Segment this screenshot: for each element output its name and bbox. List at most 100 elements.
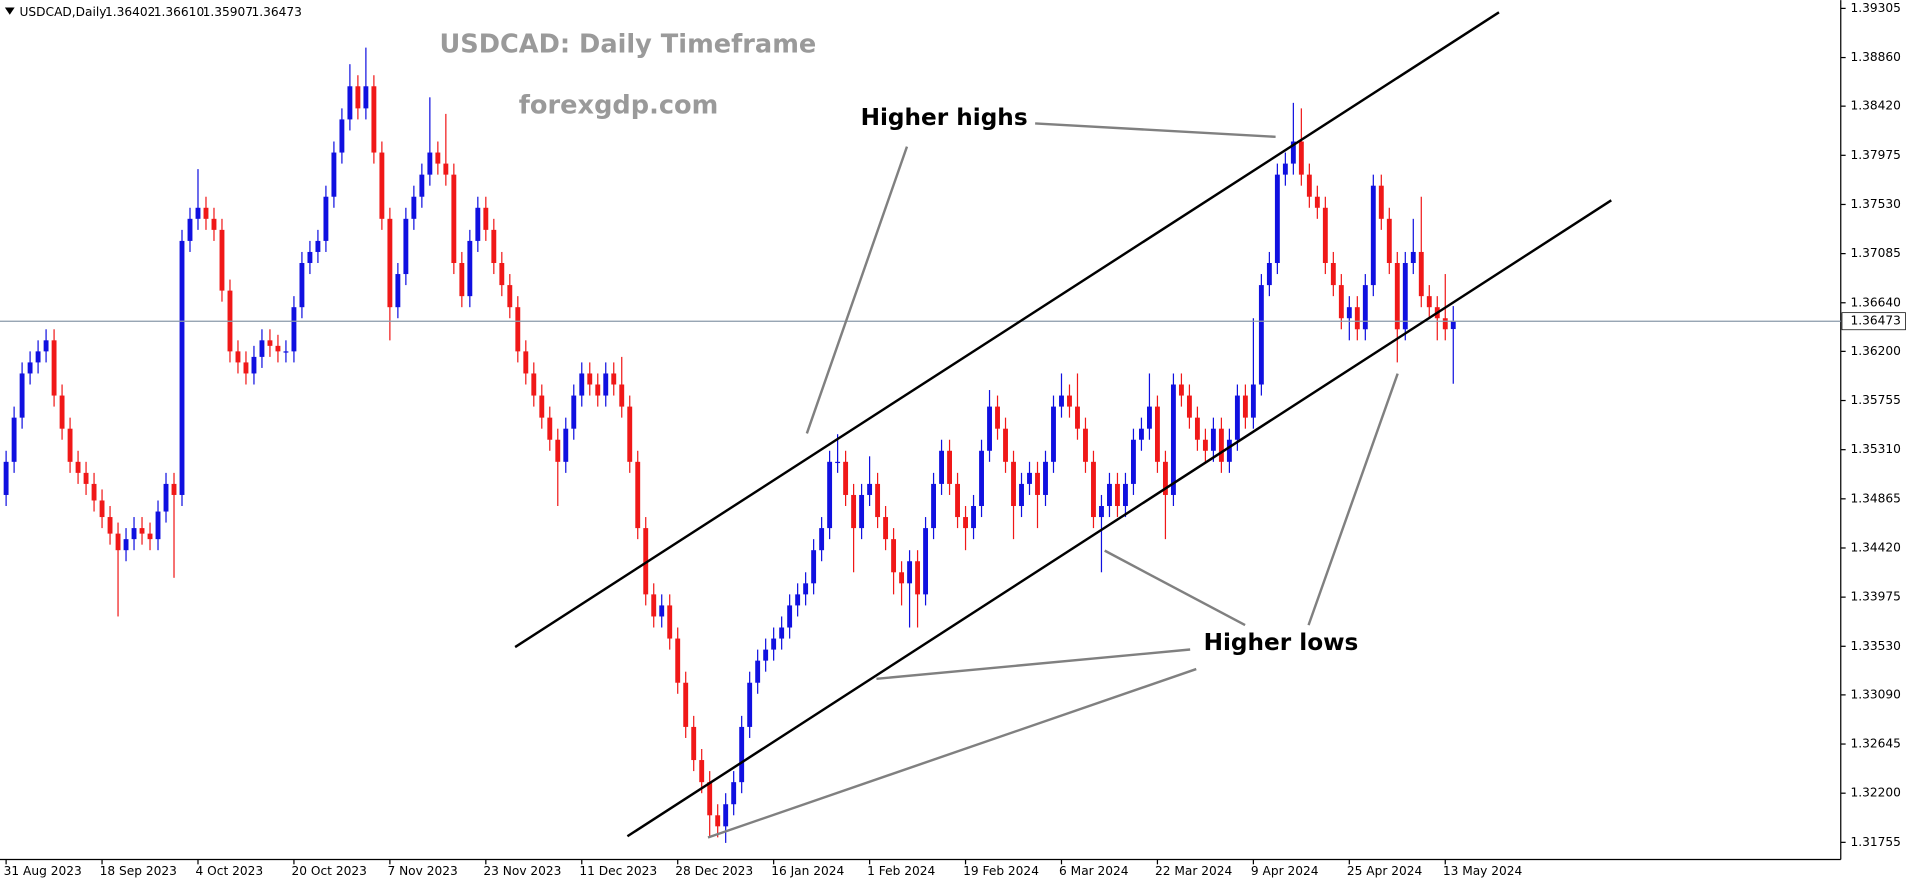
candle-body [1059, 395, 1064, 407]
candle-body [1410, 251, 1416, 264]
x-tick-label: 28 Dec 2023 [675, 864, 753, 878]
candle-body [115, 533, 121, 551]
lower-channel-line [626, 199, 1612, 838]
candle-body [179, 240, 185, 495]
candle-body [843, 461, 849, 495]
candle-body [627, 406, 633, 462]
candle-body [683, 682, 689, 727]
candle-body [587, 373, 593, 385]
candle-body [323, 196, 329, 241]
annotation: Higher highs [861, 104, 1028, 131]
candle-body [499, 263, 505, 286]
header-high: 1.36610 [154, 5, 204, 19]
candle-body [1330, 263, 1336, 286]
y-tick-label: 1.34865 [1851, 491, 1901, 505]
candle-body [611, 373, 617, 385]
candle-body [1083, 428, 1088, 462]
candle-body [459, 263, 465, 297]
y-tick-label: 1.38420 [1851, 99, 1901, 113]
x-tick-label: 19 Feb 2024 [963, 864, 1039, 878]
candle-body [307, 251, 313, 264]
candle-body [867, 483, 873, 495]
candle-body [907, 561, 913, 584]
y-tick-label: 1.35310 [1851, 442, 1901, 456]
candle-body [675, 638, 681, 683]
symbol-label: USDCAD,Daily [20, 5, 107, 19]
candle-body [955, 483, 960, 518]
candle-body [1226, 439, 1232, 462]
pointer-line [805, 146, 909, 434]
candle-body [1075, 406, 1080, 429]
header-open: 1.36402 [105, 5, 155, 19]
candle-body [1107, 483, 1112, 507]
candle-body [739, 726, 745, 783]
x-tick-label: 7 Nov 2023 [387, 864, 457, 878]
candle-body [1282, 163, 1288, 175]
candle-body [995, 406, 1000, 429]
candle-body [67, 428, 73, 462]
candle-body [1394, 263, 1400, 330]
candle-body [923, 528, 929, 595]
candle-body [971, 506, 976, 529]
candle-body [547, 417, 553, 440]
y-tick-label: 1.35755 [1851, 393, 1901, 407]
candle-body [715, 815, 721, 827]
candle-body [27, 362, 33, 374]
candle-body [1115, 483, 1120, 507]
candle-body [1162, 461, 1168, 495]
candle-body [99, 500, 105, 518]
current-price-tag [1841, 312, 1906, 331]
candle-body [3, 461, 9, 495]
candle-body [755, 660, 761, 683]
candle-body [1139, 428, 1144, 440]
candle-body [1386, 218, 1392, 264]
candle-body [59, 395, 65, 429]
candle-body [267, 340, 273, 346]
candle-body [763, 649, 769, 661]
candle-body [891, 539, 897, 573]
candle-body [243, 362, 249, 374]
candle-body [411, 196, 417, 219]
chart-subtitle: forexgdp.com [519, 90, 719, 120]
candle-body [555, 439, 561, 462]
candle-body [131, 528, 137, 540]
candle-body [827, 461, 833, 529]
candle-body [467, 240, 473, 297]
candle-body [1003, 428, 1008, 462]
candle-body [283, 351, 289, 353]
candle-body [771, 638, 777, 650]
candle-body [1043, 461, 1048, 495]
candle-body [219, 229, 225, 291]
candle-body [35, 351, 41, 363]
candle-body [1218, 428, 1224, 462]
x-tick-label: 13 May 2024 [1443, 864, 1523, 878]
candle-body [603, 373, 609, 396]
y-tick-label: 1.33090 [1851, 687, 1901, 701]
candle-body [11, 417, 17, 462]
candle-body [635, 461, 641, 529]
candle-body [1202, 439, 1208, 451]
upper-channel-line [514, 11, 1500, 649]
candle-body [1099, 506, 1104, 518]
candle-body [979, 450, 984, 507]
candle-body [491, 229, 497, 264]
annotation: Higher lows [1204, 629, 1359, 656]
candle-body [163, 483, 169, 512]
candle-body [419, 174, 425, 197]
y-tick-label: 1.36200 [1851, 344, 1901, 358]
candle-body [107, 517, 113, 534]
candle-body [571, 395, 577, 429]
candle-body [987, 406, 992, 451]
candle-body [83, 472, 89, 484]
candle-body [523, 351, 529, 374]
candle-body [75, 461, 81, 473]
header-low: 1.35907 [203, 5, 253, 19]
candle-body [963, 517, 968, 529]
candle-body [355, 86, 361, 109]
candle-body [1362, 285, 1368, 330]
candle-body [195, 207, 201, 219]
candle-body [155, 511, 161, 540]
candle-body [875, 483, 881, 518]
